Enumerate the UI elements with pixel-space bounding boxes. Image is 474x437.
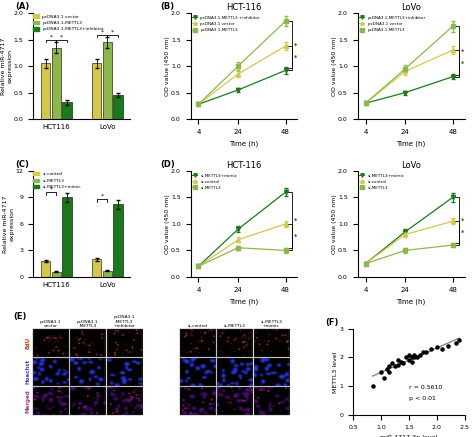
Point bbox=[386, 363, 393, 370]
Bar bbox=[102, 42, 112, 119]
Legend: pcDNA3.1-METTL3 +inhibitor, pcDNA3.1 vector, pcDNA3.1-METTL3: pcDNA3.1-METTL3 +inhibitor, pcDNA3.1 vec… bbox=[191, 14, 262, 34]
Text: (C): (C) bbox=[16, 160, 29, 169]
Point bbox=[413, 354, 421, 361]
Text: (A): (A) bbox=[16, 2, 30, 11]
Point bbox=[408, 358, 416, 365]
Bar bbox=[52, 48, 61, 119]
Title: pcDNA3.1
-METTL3: pcDNA3.1 -METTL3 bbox=[77, 320, 98, 328]
Y-axis label: Merged: Merged bbox=[26, 389, 30, 413]
Point bbox=[444, 343, 452, 350]
Text: *: * bbox=[49, 186, 53, 191]
Y-axis label: OD value (450 nm): OD value (450 nm) bbox=[164, 36, 170, 96]
Point bbox=[405, 357, 413, 364]
Title: HCT-116: HCT-116 bbox=[226, 161, 262, 170]
X-axis label: miR-4717-3p level: miR-4717-3p level bbox=[380, 435, 438, 437]
Text: *: * bbox=[461, 218, 464, 224]
Point bbox=[369, 383, 376, 390]
Text: *: * bbox=[461, 60, 464, 66]
Bar bbox=[52, 272, 61, 277]
X-axis label: Time (h): Time (h) bbox=[396, 298, 426, 305]
Bar bbox=[92, 259, 101, 277]
Text: *: * bbox=[293, 43, 297, 49]
Y-axis label: EdU: EdU bbox=[26, 336, 30, 349]
Text: *: * bbox=[461, 230, 464, 236]
Title: si-METTL3: si-METTL3 bbox=[224, 324, 246, 328]
Bar bbox=[63, 102, 72, 119]
Point bbox=[405, 351, 413, 358]
X-axis label: Time (h): Time (h) bbox=[229, 298, 259, 305]
Point bbox=[438, 345, 446, 352]
Point bbox=[455, 336, 463, 343]
Y-axis label: OD value (450 nm): OD value (450 nm) bbox=[164, 194, 170, 254]
Legend: si-METTL3+mimic, si-control, si-METTL3: si-METTL3+mimic, si-control, si-METTL3 bbox=[191, 172, 239, 191]
Point bbox=[400, 360, 407, 367]
Text: *: * bbox=[111, 29, 114, 34]
Y-axis label: OD value (450 nm): OD value (450 nm) bbox=[332, 36, 337, 96]
Text: *: * bbox=[60, 35, 63, 39]
Title: LoVo: LoVo bbox=[401, 161, 421, 170]
Point bbox=[377, 368, 385, 375]
Text: *: * bbox=[49, 35, 53, 39]
Legend: pcDNA3.1 vector, pcDNA3.1-METTL3, pcDNA3.1-METTL3+inhibitor: pcDNA3.1 vector, pcDNA3.1-METTL3, pcDNA3… bbox=[34, 14, 104, 31]
Bar bbox=[92, 63, 101, 119]
Legend: pcDNA3.1-METTL3+inhibitor, pcDNA3.1 vector, pcDNA3.1-METTL3: pcDNA3.1-METTL3+inhibitor, pcDNA3.1 vect… bbox=[357, 14, 428, 34]
Y-axis label: OD value (450 nm): OD value (450 nm) bbox=[332, 194, 337, 254]
Text: (F): (F) bbox=[326, 318, 339, 327]
Bar bbox=[41, 63, 50, 119]
Point bbox=[428, 345, 435, 352]
X-axis label: Time (h): Time (h) bbox=[396, 140, 426, 147]
Point bbox=[397, 358, 404, 365]
Bar bbox=[102, 271, 112, 277]
Y-axis label: METTL3 level: METTL3 level bbox=[333, 351, 338, 392]
Text: *: * bbox=[100, 29, 103, 34]
Bar bbox=[41, 261, 50, 277]
Title: LoVo: LoVo bbox=[401, 3, 421, 12]
Point bbox=[419, 348, 427, 355]
Legend: si-METTL3+mimic, si-control, si-METTL3: si-METTL3+mimic, si-control, si-METTL3 bbox=[357, 172, 406, 191]
Bar bbox=[113, 95, 122, 119]
Point bbox=[394, 361, 401, 368]
Point bbox=[433, 344, 440, 351]
Title: pcDNA3.1
-METTL3
+inhibitor: pcDNA3.1 -METTL3 +inhibitor bbox=[113, 315, 135, 328]
Point bbox=[391, 363, 399, 370]
Text: *: * bbox=[461, 49, 464, 55]
Point bbox=[380, 374, 388, 381]
Y-axis label: Relative miR-4717
expression: Relative miR-4717 expression bbox=[1, 38, 12, 95]
Point bbox=[410, 354, 418, 361]
Legend: si-control, si-METTL3, si-METTL3+mimic: si-control, si-METTL3, si-METTL3+mimic bbox=[34, 172, 81, 189]
X-axis label: Time (h): Time (h) bbox=[229, 140, 259, 147]
Y-axis label: Hoechst: Hoechst bbox=[26, 359, 30, 385]
Title: si-METTL3
+mimic: si-METTL3 +mimic bbox=[260, 320, 283, 328]
Text: r = 0.5610: r = 0.5610 bbox=[409, 385, 442, 390]
Title: HCT-116: HCT-116 bbox=[226, 3, 262, 12]
Point bbox=[383, 365, 391, 372]
Text: p < 0.01: p < 0.01 bbox=[409, 395, 436, 401]
Point bbox=[416, 351, 424, 358]
Text: *: * bbox=[293, 234, 297, 240]
Bar bbox=[113, 205, 122, 277]
Point bbox=[386, 368, 393, 375]
Text: *: * bbox=[293, 55, 297, 61]
Title: si-control: si-control bbox=[188, 324, 208, 328]
Bar bbox=[63, 198, 72, 277]
Text: (B): (B) bbox=[161, 2, 175, 11]
Point bbox=[422, 348, 429, 355]
Text: *: * bbox=[100, 193, 103, 198]
Point bbox=[410, 351, 418, 358]
Point bbox=[452, 340, 460, 347]
Text: (D): (D) bbox=[161, 160, 175, 169]
Point bbox=[408, 354, 416, 361]
Title: pcDNA3.1
vector: pcDNA3.1 vector bbox=[40, 320, 62, 328]
Text: (E): (E) bbox=[14, 312, 27, 321]
Text: *: * bbox=[293, 218, 297, 224]
Y-axis label: Relative miR-4717
expression: Relative miR-4717 expression bbox=[3, 195, 14, 253]
Point bbox=[402, 354, 410, 361]
Point bbox=[388, 360, 396, 367]
Point bbox=[394, 357, 401, 364]
